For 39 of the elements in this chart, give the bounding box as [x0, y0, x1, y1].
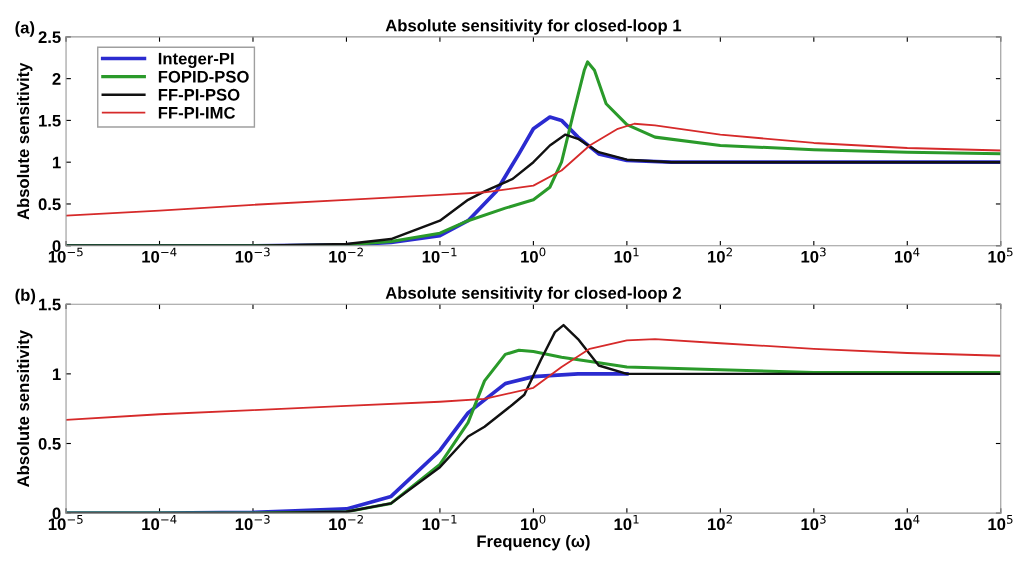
x-tick-label: 10$^{1}$ [614, 247, 639, 263]
legend-label: FOPID-PSO [158, 70, 249, 83]
y-tick-label: 1.5 [39, 298, 61, 311]
legend-label: FF-PI-PSO [158, 88, 240, 101]
y-tick-label: 0.5 [38, 437, 61, 450]
x-tick-label: 10$^{−3}$ [235, 514, 270, 531]
chart-title: Absolute sensitivity for closed-loop 2 [385, 286, 681, 303]
legend-label: Integer-PI [158, 52, 234, 68]
x-tick-label: 10$^{0}$ [521, 514, 546, 531]
text: (b) [15, 288, 36, 305]
x-tick-label: 10$^{3}$ [801, 247, 826, 263]
x-tick-label: 10$^{1}$ [614, 515, 639, 531]
y-axis-title: Absolute sensitivity [16, 62, 33, 220]
y-tick-label: 0.5 [38, 198, 61, 211]
x-tick-label: 10$^{−2}$ [329, 247, 363, 263]
chart-title: Absolute sensitivity for closed-loop 1 [385, 19, 682, 35]
x-tick-label: 10$^{0}$ [521, 247, 546, 263]
x-tick-label: 10$^{−4}$ [142, 247, 177, 263]
x-tick-label: 10$^{−1}$ [422, 515, 457, 531]
y-tick-label: 2 [52, 73, 61, 85]
x-tick-label: 10$^{5}$ [988, 515, 1013, 531]
y-tick-label: 2.5 [38, 31, 61, 44]
x-tick-label: 10$^{3}$ [801, 514, 826, 531]
x-tick-label: 10$^{4}$ [895, 247, 920, 263]
x-tick-label: 10$^{−1}$ [422, 247, 457, 263]
legend-label: FF-PI-IMC [158, 106, 236, 119]
y-tick-label: 1 [52, 368, 61, 380]
x-tick-label: 10$^{−4}$ [142, 515, 177, 531]
x-tick-label: 10$^{−3}$ [235, 247, 270, 263]
x-tick-label: 10$^{2}$ [708, 247, 732, 263]
text: (a) [15, 21, 35, 37]
y-axis-title: Absolute sensitivity [16, 330, 33, 487]
x-tick-label: 10$^{2}$ [708, 514, 732, 531]
x-tick-label: 10$^{−2}$ [329, 514, 363, 531]
x-tick-label: 10$^{5}$ [988, 247, 1013, 263]
x-axis-title: Frequency (ω) [477, 534, 590, 551]
y-tick-label: 1.5 [39, 114, 61, 127]
y-tick-label: 1 [52, 156, 61, 169]
x-tick-label: 10$^{4}$ [895, 515, 920, 531]
